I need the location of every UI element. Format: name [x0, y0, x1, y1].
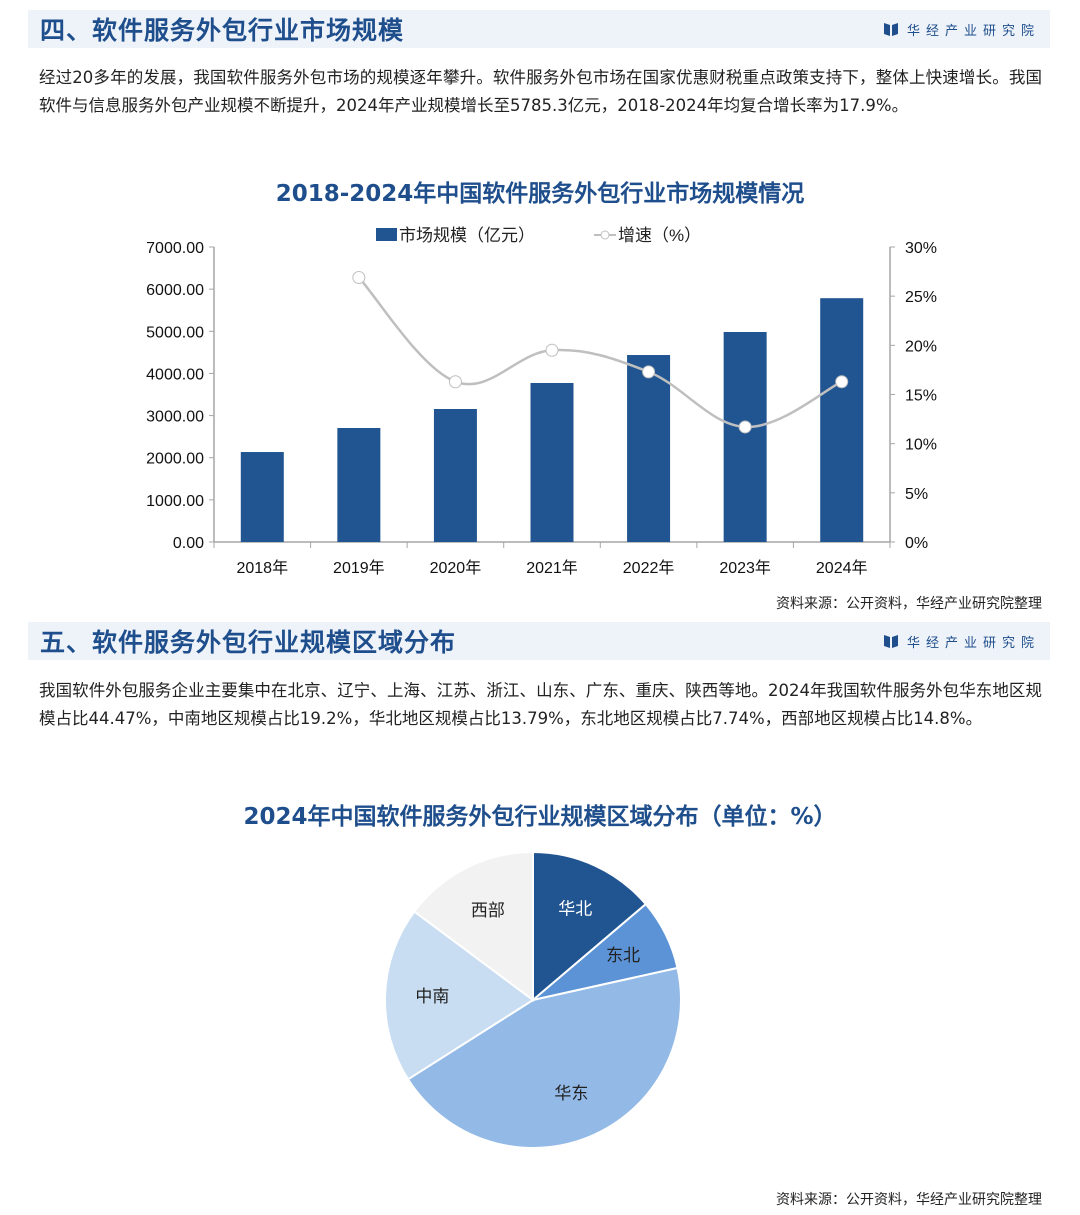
- pie-slice-华北: [532, 850, 648, 1003]
- left-axis-tick: 2000.00: [146, 451, 204, 468]
- bar-chart-title: 2018-2024年中国软件服务外包行业市场规模情况: [275, 181, 805, 207]
- bar-2023年: [723, 332, 767, 542]
- right-axis-tick: 0%: [905, 535, 928, 552]
- growth-point: [352, 270, 366, 284]
- x-axis-label: 2021年: [526, 559, 578, 577]
- x-axis-label: 2019年: [333, 559, 385, 577]
- section5-paragraph: 我国软件外包服务企业主要集中在北京、辽宁、上海、江苏、浙江、山东、广东、重庆、陕…: [39, 681, 1042, 728]
- source-note: 资料来源：公开资料，华经产业研究院整理: [776, 596, 1042, 612]
- x-axis-label: 2022年: [623, 559, 675, 577]
- left-axis-tick: 4000.00: [146, 366, 204, 383]
- brand: 华经产业研究院: [883, 20, 1040, 39]
- growth-point: [448, 375, 462, 389]
- book-icon: [883, 635, 898, 648]
- bar-2024年: [820, 298, 864, 542]
- bar-2020年: [433, 408, 477, 542]
- left-axis-tick: 7000.00: [146, 240, 204, 257]
- right-axis-tick: 5%: [905, 486, 928, 503]
- pie-slice-华东: [406, 966, 682, 1149]
- pie-label: 西部: [471, 901, 505, 920]
- right-axis-tick: 25%: [905, 289, 937, 306]
- bar-2018年: [240, 452, 284, 542]
- legend-bar-label: 市场规模（亿元）: [399, 226, 535, 245]
- left-axis-tick: 0.00: [173, 535, 204, 552]
- section-header-market-size: 四、软件服务外包行业市场规模 华经产业研究院: [28, 10, 1050, 48]
- right-axis-tick: 30%: [905, 240, 937, 257]
- pie-label: 中南: [415, 987, 449, 1006]
- growth-point: [738, 420, 752, 434]
- pie-chart-title: 2024年中国软件服务外包行业规模区域分布（单位：%）: [243, 804, 837, 830]
- bar-2022年: [627, 355, 671, 542]
- x-axis-label: 2024年: [816, 559, 868, 577]
- brand-name: 华经产业研究院: [906, 635, 1040, 651]
- left-axis-tick: 1000.00: [146, 493, 204, 510]
- right-axis-tick: 20%: [905, 338, 937, 355]
- brand: 华经产业研究院: [883, 632, 1040, 651]
- growth-point: [642, 365, 656, 379]
- book-icon: [883, 23, 898, 36]
- section-header-regional: 五、软件服务外包行业规模区域分布 华经产业研究院: [28, 622, 1050, 660]
- section4-paragraph: 经过20多年的发展，我国软件服务外包市场的规模逐年攀升。软件服务外包市场在国家优…: [39, 68, 1042, 115]
- bar-2019年: [337, 428, 381, 542]
- bar-2021年: [530, 382, 574, 542]
- pie-slice-中南: [384, 910, 535, 1081]
- section-title: 四、软件服务外包行业市场规模: [40, 16, 405, 45]
- left-axis-tick: 6000.00: [146, 282, 204, 299]
- pie-slice-西部: [412, 850, 534, 1002]
- pie-label: 东北: [606, 946, 640, 965]
- market-size-chart: 0.00 1000.00 2000.00 3000.00 4000.00 5000.00 6…: [146, 226, 937, 577]
- x-axis-label: 2020年: [430, 559, 482, 577]
- left-axis-tick: 5000.00: [146, 324, 204, 341]
- section-title: 五、软件服务外包行业规模区域分布: [40, 628, 457, 657]
- legend-line-label: 增速（%）: [618, 226, 701, 245]
- chart-legend: 市场规模（亿元） 增速（%）: [376, 226, 701, 245]
- right-axis-tick: 10%: [905, 437, 937, 454]
- pie-label: 华东: [554, 1084, 588, 1103]
- left-axis-tick: 3000.00: [146, 409, 204, 426]
- pie-label: 华北: [558, 900, 592, 919]
- source-note: 资料来源：公开资料，华经产业研究院整理: [776, 1192, 1042, 1208]
- right-axis-tick: 15%: [905, 388, 937, 405]
- x-axis-label: 2018年: [236, 559, 288, 577]
- growth-line: [357, 276, 843, 429]
- growth-point: [545, 343, 559, 357]
- brand-name: 华经产业研究院: [906, 23, 1040, 39]
- growth-point: [835, 375, 849, 389]
- legend-bar-swatch: [376, 228, 397, 241]
- x-axis-label: 2023年: [719, 559, 771, 577]
